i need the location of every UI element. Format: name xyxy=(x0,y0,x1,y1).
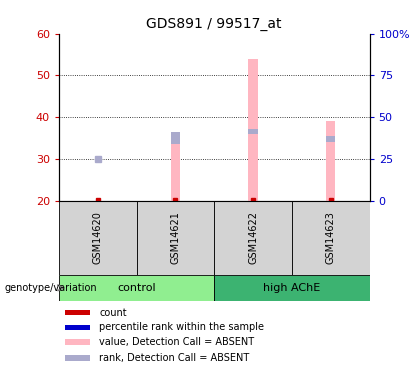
Bar xyxy=(59,275,214,301)
Text: high AChE: high AChE xyxy=(263,283,320,293)
Text: value, Detection Call = ABSENT: value, Detection Call = ABSENT xyxy=(99,337,255,347)
Bar xyxy=(292,201,370,275)
Bar xyxy=(65,356,90,361)
Bar xyxy=(248,59,258,201)
Bar xyxy=(171,132,180,144)
Bar xyxy=(136,201,214,275)
Bar xyxy=(214,201,292,275)
Text: GSM14623: GSM14623 xyxy=(326,211,336,264)
Text: GSM14622: GSM14622 xyxy=(248,211,258,264)
Bar xyxy=(326,122,336,201)
Bar xyxy=(214,275,370,301)
Text: GSM14620: GSM14620 xyxy=(93,211,102,264)
Title: GDS891 / 99517_at: GDS891 / 99517_at xyxy=(147,17,282,32)
Bar xyxy=(171,132,180,201)
Bar xyxy=(326,136,336,142)
Text: GSM14621: GSM14621 xyxy=(171,211,180,264)
Bar xyxy=(59,201,136,275)
Bar xyxy=(65,310,90,315)
Bar xyxy=(65,339,90,345)
Text: genotype/variation: genotype/variation xyxy=(4,283,97,293)
Text: rank, Detection Call = ABSENT: rank, Detection Call = ABSENT xyxy=(99,353,249,363)
Text: control: control xyxy=(117,283,156,293)
Text: percentile rank within the sample: percentile rank within the sample xyxy=(99,322,264,333)
Bar xyxy=(65,325,90,330)
Bar xyxy=(248,129,258,134)
Text: count: count xyxy=(99,308,127,318)
